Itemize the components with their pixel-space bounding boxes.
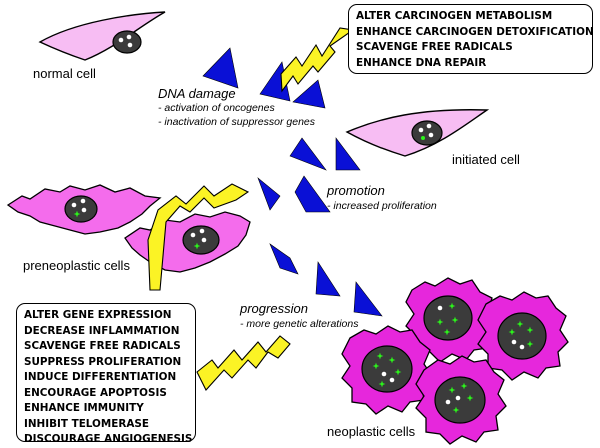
blue-triangle-arrow-icon (335, 137, 361, 171)
blue-triangle-arrow-icon (202, 47, 239, 89)
box-item: ENCOURAGE APOPTOSIS (24, 386, 167, 399)
dna-damage-detail: - activation of oncogenes (158, 102, 275, 114)
lightning-bolt-icon (147, 183, 250, 291)
blue-triangle-arrow-icon (257, 177, 281, 211)
lightning-bolt-icon (196, 335, 291, 391)
lightning-bolt-icon (280, 27, 355, 93)
inhibition-bolts (147, 27, 355, 391)
box-item: SCAVENGE FREE RADICALS (356, 41, 513, 53)
neoplastic-cells (341, 277, 569, 445)
progression-detail: - more genetic alterations (240, 318, 359, 330)
initiated-cell-label: initiated cell (452, 152, 520, 167)
blue-triangle-arrow-icon (315, 261, 341, 297)
promotion-title: promotion (327, 183, 385, 198)
box-item: INHIBIT TELOMERASE (24, 417, 149, 430)
blue-triangle-arrow-icon (353, 281, 383, 317)
blue-triangle-arrow-icon (294, 175, 331, 213)
dna-damage-detail: - inactivation of suppressor genes (158, 116, 316, 128)
preneoplastic-cells-label: preneoplastic cells (23, 258, 130, 273)
promotion-detail: - increased proliferation (327, 200, 437, 212)
initiation-blocking-box: ALTER CARCINOGEN METABOLISM ENHANCE CARC… (348, 4, 594, 74)
box-item: DECREASE INFLAMMATION (24, 324, 180, 337)
normal-cell-label: normal cell (33, 66, 96, 81)
box-item: ALTER CARCINOGEN METABOLISM (356, 10, 553, 22)
box-item: ENHANCE DNA REPAIR (356, 56, 487, 69)
blue-triangle-arrow-icon (269, 243, 299, 275)
progression-arrows (202, 47, 383, 317)
progression-title: progression (240, 301, 308, 316)
box-item: DISCOURAGE ANGIOGENESIS (24, 433, 193, 445)
box-item: ALTER GENE EXPRESSION (24, 309, 172, 321)
normal-cell (38, 11, 166, 61)
box-item: ENHANCE CARCINOGEN DETOXIFICATION (356, 25, 594, 38)
blue-triangle-arrow-icon (292, 79, 326, 109)
promotion-blocking-box: ALTER GENE EXPRESSION DECREASE INFLAMMAT… (16, 303, 196, 445)
box-item: SUPPRESS PROLIFERATION (24, 355, 182, 368)
box-item: INDUCE DIFFERENTIATION (24, 371, 177, 383)
box-item: ENHANCE IMMUNITY (24, 402, 144, 414)
dna-damage-title: DNA damage (158, 86, 236, 101)
blue-triangle-arrow-icon (289, 137, 327, 171)
neoplastic-cells-label: neoplastic cells (327, 424, 416, 439)
initiated-cell (345, 109, 490, 157)
box-item: SCAVENGE FREE RADICALS (24, 340, 181, 352)
